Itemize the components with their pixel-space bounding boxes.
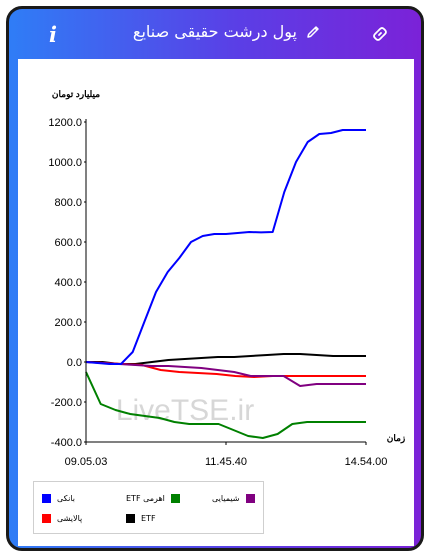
link-icon[interactable] [371,25,389,43]
title-group: پول درشت حقیقی صنایع [133,22,321,41]
legend-swatch [245,494,255,503]
chart-panel: میلیارد تومان 1200.0 1000.0 800.0 600.0 400.… [18,59,414,546]
x-tick-label: 14.54.00 [345,456,388,468]
legend-swatch [42,514,51,523]
y-tick-label: 1200.0 [48,117,82,129]
widget-card: i پول درشت حقیقی صنایع میلیارد تومان 120… [6,6,424,551]
legend-swatch [126,514,135,523]
y-ticks: 1200.0 1000.0 800.0 600.0 400.0 200.0 0.0 -200.… [48,117,86,449]
x-tick-label: 11.45.40 [205,456,247,468]
y-tick-label: -400.0 [51,437,82,449]
chart-svg: میلیارد تومان 1200.0 1000.0 800.0 600.0 400.… [48,89,406,468]
page-title: پول درشت حقیقی صنایع [132,22,297,41]
legend-label: پالایشی [57,514,83,523]
y-tick-label: 200.0 [54,317,82,329]
series-line-0 [85,129,366,365]
legend-label: ETF اهرمی [126,494,165,503]
chart-legend: شیمیایی ETF اهرمی بانکی ETF پالایشی [33,481,264,534]
y-tick-label: -200.0 [51,397,82,409]
y-tick-label: 800.0 [54,197,82,209]
series-lines [85,129,366,439]
legend-item-chemical[interactable]: شیمیایی [212,494,255,503]
legend-item-refinery[interactable]: پالایشی [42,514,82,523]
card-header: i پول درشت حقیقی صنایع [9,9,421,59]
legend-label: شیمیایی [212,494,240,503]
legend-label: بانکی [57,494,75,503]
series-line-1 [85,371,366,439]
x-axis-label: زمان [387,433,406,444]
legend-item-leveraged-etf[interactable]: ETF اهرمی [126,494,180,503]
pencil-icon[interactable] [305,24,321,40]
legend-swatch [42,494,51,503]
legend-label: ETF [141,514,156,523]
y-tick-label: 1000.0 [48,157,82,169]
y-tick-label: 600.0 [54,237,82,249]
y-tick-label: 400.0 [54,277,82,289]
legend-item-etf[interactable]: ETF [126,514,156,523]
legend-swatch [170,494,180,503]
x-tick-label: 09.05.03 [65,456,108,468]
series-line-2 [85,361,366,387]
info-icon[interactable]: i [49,22,57,47]
y-axis-label: میلیارد تومان [52,89,100,100]
x-ticks: 09.05.03 11.45.40 14.54.00 [65,442,388,468]
y-tick-label: 0.0 [67,357,82,369]
watermark: LiveTSE.ir [116,394,254,427]
legend-item-banking[interactable]: بانکی [42,494,75,503]
